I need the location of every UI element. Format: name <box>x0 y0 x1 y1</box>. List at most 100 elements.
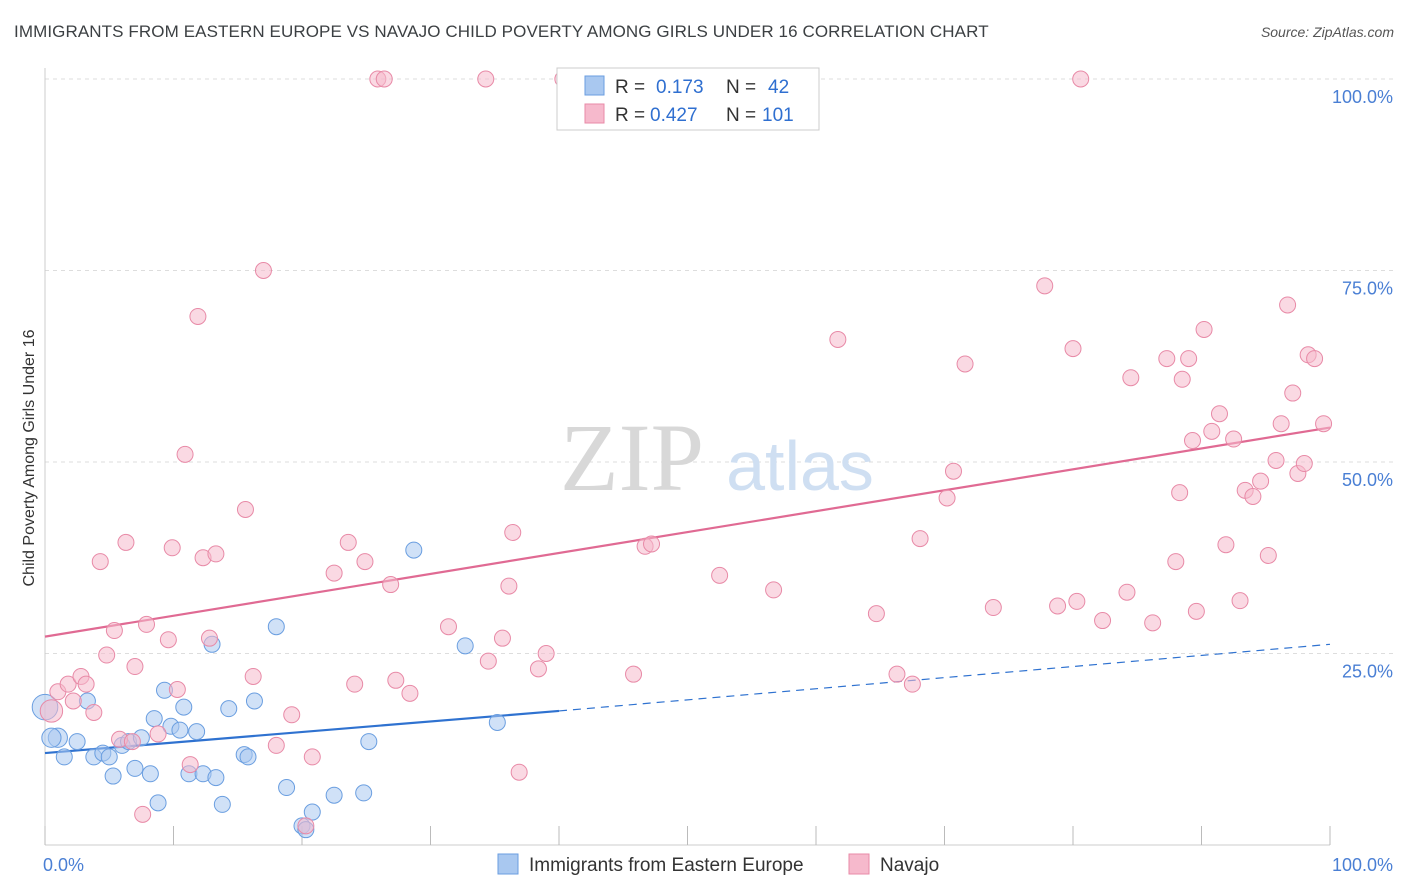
point-pink-97 <box>1295 455 1313 473</box>
point-pink-77 <box>1171 484 1189 502</box>
point-pink-62 <box>938 489 956 507</box>
trend-line-pink <box>44 426 1331 638</box>
point-pink-86 <box>1225 430 1243 448</box>
point-pink-65 <box>984 599 1002 617</box>
point-pink-74 <box>1144 614 1162 632</box>
point-pink-57 <box>829 330 847 348</box>
point-blue-13 <box>141 765 159 783</box>
point-pink-100 <box>1315 415 1333 433</box>
point-pink-72 <box>1118 583 1136 601</box>
point-pink-30 <box>283 706 301 724</box>
point-pink-47 <box>504 523 522 541</box>
point-pink-34 <box>339 533 357 551</box>
point-pink-32 <box>303 748 321 766</box>
point-pink-45 <box>493 629 511 647</box>
point-blue-35 <box>325 786 343 804</box>
point-pink-64 <box>956 355 974 373</box>
point-pink-60 <box>903 675 921 693</box>
point-pink-76 <box>1167 553 1185 571</box>
point-pink-59 <box>888 665 906 683</box>
point-blue-39 <box>456 637 474 655</box>
point-blue-25 <box>213 795 231 813</box>
point-pink-67 <box>1049 597 1067 615</box>
point-pink-33 <box>325 564 343 582</box>
point-pink-92 <box>1267 451 1285 469</box>
legend-swatch-pink <box>584 103 605 124</box>
point-pink-9 <box>105 622 123 640</box>
legend-n-label-pink: N = <box>726 105 756 126</box>
point-pink-87 <box>1231 592 1249 610</box>
point-pink-29 <box>267 736 285 754</box>
point-pink-83 <box>1203 422 1221 440</box>
point-pink-35 <box>346 675 364 693</box>
y-tick-label-0: 25.0% <box>1342 662 1393 682</box>
point-pink-18 <box>163 539 181 557</box>
bottom-legend: Immigrants from Eastern Europe Navajo <box>497 853 939 876</box>
point-blue-34 <box>303 803 321 821</box>
legend-box: R = 0.173 N = 42 R = 0.427 N = 101 <box>556 67 820 131</box>
point-pink-49 <box>529 660 547 678</box>
trend-extension-blue <box>558 643 1331 712</box>
point-pink-36 <box>356 553 374 571</box>
point-blue-41 <box>41 727 62 748</box>
legend-r-value-blue: 0.173 <box>656 77 704 98</box>
y-tick-label-1: 50.0% <box>1342 470 1393 490</box>
point-pink-61 <box>911 530 929 548</box>
bottom-legend-label-pink: Navajo <box>880 855 939 876</box>
axis-layer: 0.0% 100.0% <box>43 68 1393 875</box>
point-pink-93 <box>1272 415 1290 433</box>
bottom-legend-label-blue: Immigrants from Eastern Europe <box>529 855 804 876</box>
point-pink-46 <box>500 577 518 595</box>
point-pink-78 <box>1173 370 1191 388</box>
point-pink-21 <box>181 756 199 774</box>
point-pink-28 <box>254 262 272 279</box>
watermark-atlas: atlas <box>726 427 874 505</box>
legend-r-label-blue: R = <box>615 77 645 98</box>
bottom-legend-swatch-blue <box>497 853 519 875</box>
y-axis-title: Child Poverty Among Girls Under 16 <box>21 329 38 586</box>
point-pink-25 <box>207 545 225 563</box>
point-pink-0 <box>39 699 64 723</box>
point-pink-24 <box>200 629 218 647</box>
point-pink-70 <box>1072 70 1090 88</box>
point-pink-82 <box>1195 320 1213 338</box>
x-tick-label-0: 0.0% <box>43 855 84 875</box>
point-blue-11 <box>126 759 144 777</box>
point-blue-36 <box>355 784 373 802</box>
point-blue-19 <box>175 698 193 716</box>
point-pink-12 <box>123 733 141 751</box>
point-pink-71 <box>1094 612 1112 630</box>
point-pink-94 <box>1279 296 1297 314</box>
x-tick-label-1: 100.0% <box>1332 855 1393 875</box>
point-pink-95 <box>1284 384 1302 402</box>
point-pink-3 <box>64 692 82 710</box>
point-pink-43 <box>477 70 495 88</box>
point-pink-79 <box>1180 350 1198 368</box>
point-pink-69 <box>1068 592 1086 610</box>
point-blue-2 <box>55 748 73 766</box>
point-pink-89 <box>1244 487 1262 505</box>
point-pink-39 <box>382 576 400 594</box>
legend-n-label-blue: N = <box>726 77 756 98</box>
point-blue-18 <box>171 721 189 739</box>
point-blue-3 <box>68 733 86 751</box>
point-pink-40 <box>387 671 405 689</box>
point-pink-81 <box>1187 602 1205 620</box>
point-blue-7 <box>100 748 118 766</box>
point-pink-27 <box>244 667 262 685</box>
legend-n-value-blue: 42 <box>768 77 789 98</box>
point-pink-63 <box>944 462 962 480</box>
point-pink-85 <box>1217 536 1235 554</box>
point-pink-13 <box>126 658 144 676</box>
point-pink-42 <box>439 618 457 636</box>
point-blue-8 <box>104 767 122 785</box>
point-blue-26 <box>220 700 238 718</box>
legend-r-label-pink: R = <box>615 105 645 126</box>
points-layer <box>31 70 1333 839</box>
point-pink-20 <box>176 445 194 463</box>
point-pink-56 <box>765 581 783 599</box>
point-pink-11 <box>117 533 135 551</box>
point-pink-91 <box>1259 546 1277 564</box>
point-pink-44 <box>479 652 497 670</box>
